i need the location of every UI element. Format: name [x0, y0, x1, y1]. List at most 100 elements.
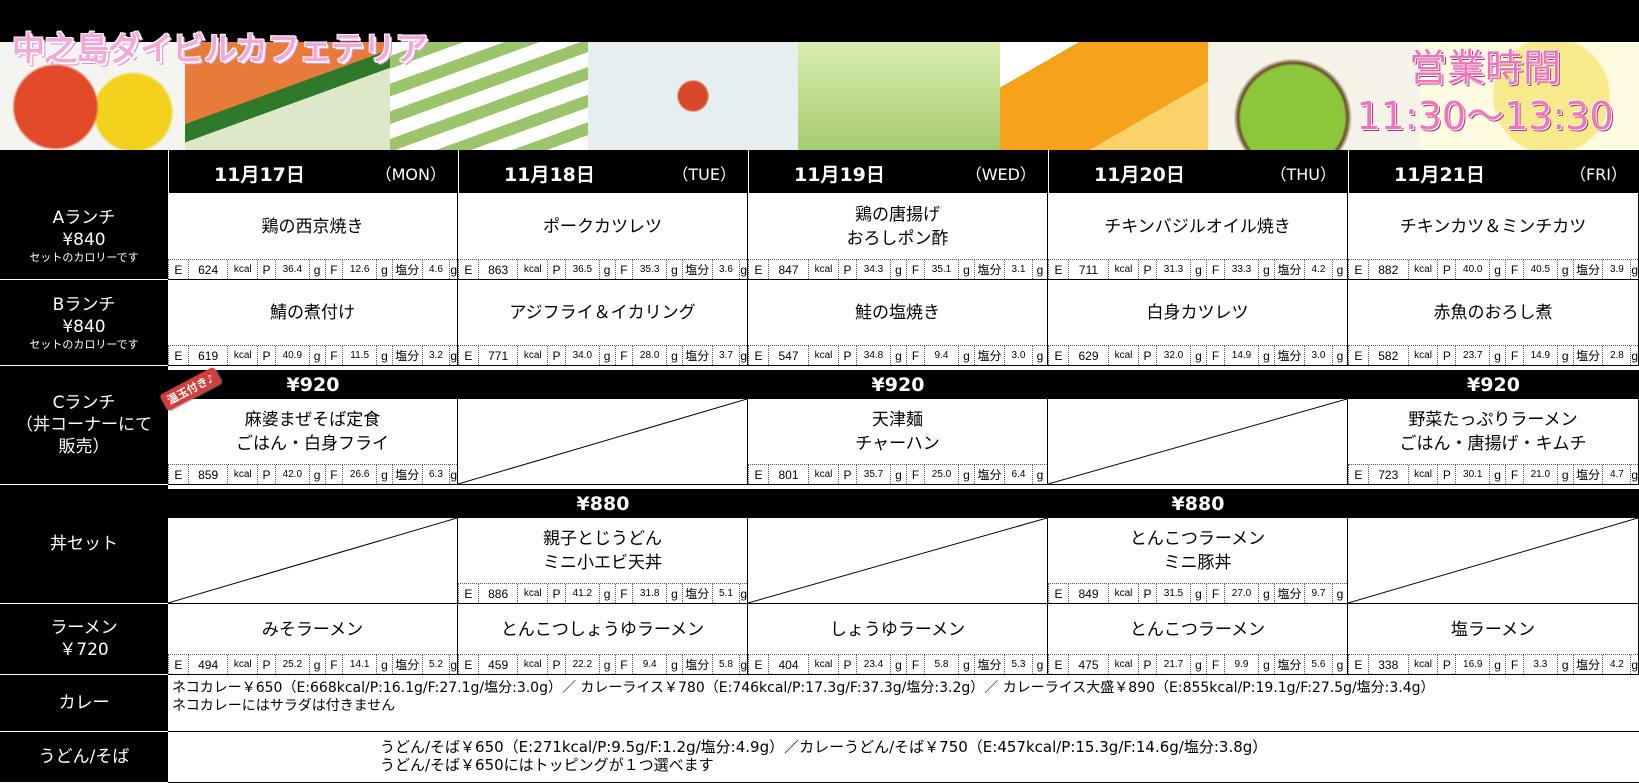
- nutrition-label-e: E: [168, 346, 188, 365]
- dish-line: ごはん・白身フライ: [236, 434, 389, 454]
- nutrition-label-g: g: [666, 655, 682, 674]
- row-label-don: 丼セット: [0, 485, 168, 604]
- day-date: 11月19日: [794, 164, 885, 186]
- row-label-udon: うどん/そば: [0, 732, 168, 783]
- dish-name: とんこつラーメン ミニ豚丼: [1048, 518, 1347, 584]
- nutrition-value: 34.0: [564, 346, 599, 365]
- nutrition-strip: E 475 kcal P 21.7 g F 9.9 g 塩分 5.6 g: [1048, 654, 1347, 674]
- label-price: ¥840: [62, 316, 106, 337]
- nutrition-value: 40.0: [1455, 260, 1489, 279]
- nutrition-strip: E 723 kcal P 30.1 g F 21.0 g 塩分 4.7 g: [1348, 464, 1638, 484]
- nutrition-label-f: F: [906, 260, 924, 279]
- nutrition-label-e: E: [458, 260, 478, 279]
- label-price: ¥840: [62, 230, 106, 250]
- nutrition-value: 3.3: [1522, 655, 1557, 674]
- cafeteria-title: 中之島ダイビルカフェテリア: [12, 29, 428, 68]
- nutrition-label-g: g: [739, 260, 747, 279]
- nutrition-strip: E 619 kcal P 40.9 g F 11.5 g 塩分 3.2 g: [168, 345, 457, 365]
- menu-cell-ramen: とんこつラーメン E 475 kcal P 21.7 g F 9.9 g 塩分 5.6 g: [1048, 604, 1348, 675]
- nutrition-label-e: E: [1348, 465, 1368, 484]
- nutrition-value: 30.1: [1455, 465, 1489, 484]
- nutrition-label-kcal: kcal: [1108, 584, 1138, 603]
- dish-name: 麻婆まぜそば定食 ごはん・白身フライ: [168, 399, 457, 465]
- nutrition-label-g: g: [1630, 655, 1638, 674]
- nutrition-value: 31.8: [632, 584, 666, 603]
- nutrition-label-e: E: [458, 655, 478, 674]
- nutrition-strip: E 863 kcal P 36.5 g F 35.3 g 塩分 3.6 g: [458, 259, 747, 279]
- nutrition-label-salt: 塩分: [681, 260, 712, 279]
- nutrition-label-f: F: [1206, 584, 1224, 603]
- nutrition-label-e: E: [168, 655, 188, 674]
- nutrition-label-salt: 塩分: [1572, 655, 1603, 674]
- nutrition-value: 404: [768, 655, 808, 674]
- nutrition-value: 23.4: [856, 655, 890, 674]
- nutrition-label-p: P: [1138, 260, 1156, 279]
- nutrition-value: 14.1: [342, 655, 376, 674]
- nutrition-value: 31.5: [1156, 584, 1190, 603]
- nutrition-label-kcal: kcal: [1108, 346, 1138, 365]
- nutrition-label-salt: 塩分: [1572, 465, 1603, 484]
- nutrition-label-kcal: kcal: [517, 260, 547, 279]
- nutrition-label-f: F: [324, 346, 343, 365]
- nutrition-value: 547: [768, 346, 808, 365]
- nutrition-label-kcal: kcal: [1108, 260, 1138, 279]
- nutrition-label-g: g: [1332, 346, 1347, 365]
- nutrition-label-g: g: [1032, 465, 1047, 484]
- nutrition-value: 459: [477, 655, 518, 674]
- row-label-curry: カレー: [0, 675, 168, 732]
- nutrition-label-g: g: [1190, 655, 1206, 674]
- menu-cell-c: [1048, 399, 1348, 485]
- nutrition-value: 5.8: [711, 655, 740, 674]
- dish-line: ミニ小エビ天丼: [543, 553, 662, 573]
- nutrition-value: 771: [477, 346, 518, 365]
- nutrition-label-g: g: [1332, 584, 1347, 603]
- nutrition-strip: E 882 kcal P 40.0 g F 40.5 g 塩分 3.9 g: [1348, 259, 1638, 279]
- nutrition-label-salt: 塩分: [391, 655, 422, 674]
- dish-line: アジフライ＆イカリング: [509, 303, 696, 323]
- nutrition-label-g: g: [1258, 346, 1274, 365]
- nutrition-label-g: g: [308, 260, 325, 279]
- nutrition-label-e: E: [1348, 260, 1368, 279]
- nutrition-label-salt: 塩分: [1274, 346, 1304, 365]
- nutrition-label-g: g: [1489, 465, 1505, 484]
- menu-cell-b: 白身カツレツ E 629 kcal P 32.0 g F 14.9 g 塩分 3.0 g: [1048, 280, 1348, 366]
- dish-line: チキンバジルオイル焼き: [1104, 216, 1291, 237]
- nutrition-value: 3.7: [711, 346, 740, 365]
- dish-line: チキンカツ＆ミンチカツ: [1399, 216, 1587, 237]
- nutrition-value: 3.6: [711, 260, 740, 279]
- lemon-image: [1420, 42, 1639, 150]
- nutrition-strip: E 404 kcal P 23.4 g F 5.8 g 塩分 5.3 g: [748, 654, 1047, 674]
- nutrition-label-g: g: [1190, 260, 1206, 279]
- nutrition-label-kcal: kcal: [808, 465, 838, 484]
- nutrition-value: 36.5: [564, 260, 599, 279]
- nutrition-label-e: E: [458, 346, 478, 365]
- nutrition-value: 14.9: [1224, 346, 1258, 365]
- nutrition-value: 619: [187, 346, 228, 365]
- dish-name: 野菜たっぷりラーメン ごはん・唐揚げ・キムチ: [1348, 399, 1638, 465]
- nutrition-label-g: g: [1630, 465, 1638, 484]
- nutrition-label-g: g: [739, 584, 747, 603]
- nutrition-strip: E 886 kcal P 41.2 g F 31.8 g 塩分 5.1 g: [458, 583, 747, 603]
- day-of-week: （MON）: [375, 165, 446, 184]
- label-note: セットのカロリーです: [29, 337, 139, 351]
- nutrition-value: 3.0: [1004, 346, 1032, 365]
- nutrition-value: 25.2: [274, 655, 309, 674]
- nutrition-label-e: E: [1348, 655, 1368, 674]
- row-b-lunch: Bランチ ¥840 セットのカロリーです 鯖の煮付け E 619 kcal P 40.9 g F 11…: [0, 280, 1639, 366]
- dish-name: 親子とじうどん ミニ小エビ天丼: [458, 518, 747, 584]
- nutrition-value: 12.6: [342, 260, 376, 279]
- udon-prices: うどん/そば￥650（E:271kcal/P:9.5g/F:1.2g/塩分:4.…: [380, 738, 1268, 756]
- nutrition-label-g: g: [1556, 260, 1573, 279]
- nutrition-label-salt: 塩分: [1572, 260, 1603, 279]
- date-header-row: 11月17日 （MON） 11月18日 （TUE） 11月19日 （WED） 11月20日 （…: [0, 150, 1639, 193]
- nutrition-value: 5.2: [421, 655, 450, 674]
- nutrition-label-g: g: [376, 655, 392, 674]
- row-don-set: 丼セット ¥880 ¥880 親子とじうどん ミニ小エビ天丼 E 886 kcal P 41.2 g…: [0, 485, 1639, 604]
- dish-line: 鮭の塩焼き: [855, 303, 940, 323]
- row-a-lunch: Aランチ ¥840 セットのカロリーです 鶏の西京焼き E 624 kcal P 36.4 g F 1…: [0, 193, 1639, 280]
- dish-line: とんこつラーメン: [1129, 619, 1266, 640]
- peppers-image: [0, 42, 185, 150]
- nutrition-label-g: g: [1630, 346, 1638, 365]
- curry-info: ネコカレー￥650（E:668kcal/P:16.1g/F:27.1g/塩分:3…: [168, 675, 1639, 732]
- nutrition-label-e: E: [458, 584, 478, 603]
